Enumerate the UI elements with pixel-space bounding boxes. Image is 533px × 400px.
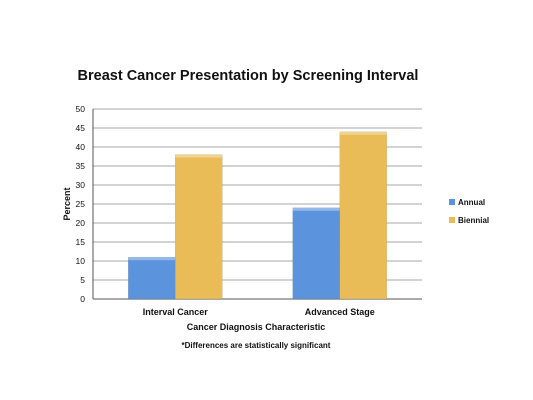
y-tick-label: 40 [76, 142, 86, 152]
legend: Annual Biennial [449, 198, 489, 225]
y-tick-labels: 0 5 10 15 20 25 30 35 40 45 50 [76, 104, 86, 304]
bar-annual-1 [128, 256, 176, 300]
bar-annual-2 [292, 207, 340, 300]
bars [128, 131, 387, 300]
bar-biennial-1 [175, 154, 223, 300]
y-tick-label: 15 [76, 237, 86, 247]
y-axis-label: Percent [62, 187, 72, 220]
y-tick-label: 10 [76, 256, 86, 266]
x-axis-label: Cancer Diagnosis Characteristic [187, 322, 326, 332]
y-tick-label: 5 [80, 275, 85, 285]
y-tick-label: 30 [76, 180, 86, 190]
x-category-labels: Interval Cancer Advanced Stage [143, 307, 375, 317]
y-tick-label: 50 [76, 104, 86, 114]
x-category-label: Advanced Stage [305, 307, 375, 317]
bar-highlight [128, 257, 176, 261]
bar-biennial-2 [339, 131, 387, 300]
y-tick-label: 45 [76, 123, 86, 133]
y-tick-label: 0 [80, 294, 85, 304]
legend-swatch-biennial [449, 217, 455, 223]
chart-title: Breast Cancer Presentation by Screening … [78, 68, 419, 84]
legend-label-biennial: Biennial [458, 216, 489, 225]
y-tick-label: 25 [76, 199, 86, 209]
legend-label-annual: Annual [458, 198, 485, 207]
bar-highlight [339, 131, 387, 135]
y-tick-label: 20 [76, 218, 86, 228]
footnote: *Differences are statistically significa… [182, 341, 331, 350]
y-tick-label: 35 [76, 161, 86, 171]
bar-highlight [175, 154, 223, 158]
x-category-label: Interval Cancer [143, 307, 209, 317]
legend-swatch-annual [449, 199, 455, 205]
bar-highlight [292, 207, 340, 211]
